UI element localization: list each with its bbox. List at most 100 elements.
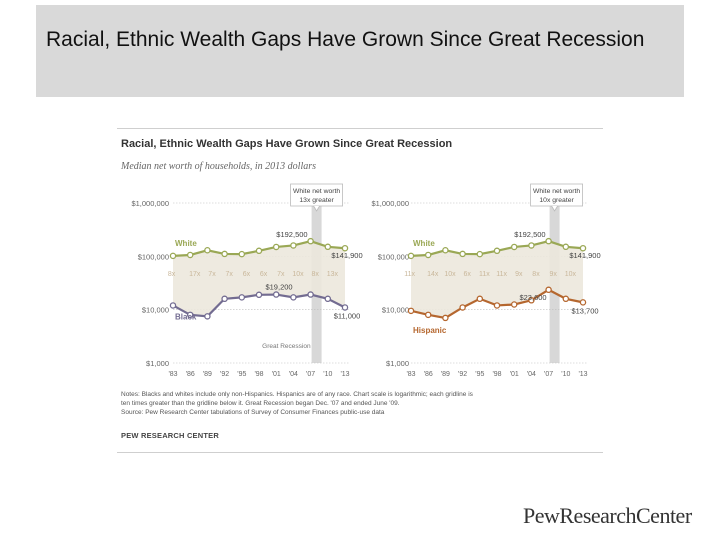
left-y-tick-label: $1,000,000 — [131, 199, 169, 208]
right-ratio-label: 9x — [549, 271, 557, 278]
right-ratio-label: 8x — [532, 271, 540, 278]
right-x-tick-label: '13 — [578, 371, 587, 378]
right-x-tick-label: '95 — [475, 371, 484, 378]
left-ratio-label: 8x — [311, 271, 319, 278]
right-x-tick-label: '98 — [492, 371, 501, 378]
left-data-point — [324, 243, 332, 251]
left-x-tick-label: '01 — [272, 371, 281, 378]
left-y-tick-label: $100,000 — [138, 252, 169, 261]
right-data-point — [562, 295, 570, 303]
note-line: Notes: Blacks and whites include only no… — [121, 391, 473, 398]
left-data-point — [290, 294, 297, 301]
figure-title: Racial, Ethnic Wealth Gaps Have Grown Si… — [121, 138, 453, 150]
left-data-point — [186, 311, 194, 319]
right-value-label: $23,600 — [519, 293, 546, 302]
right-data-point — [476, 250, 484, 258]
left-ratio-label: 13x — [327, 271, 339, 278]
left-data-point — [307, 237, 314, 245]
left-recession-annotation: Great Recession — [262, 343, 311, 350]
right-data-point — [493, 302, 501, 309]
right-y-tick-label: $1,000,000 — [371, 199, 409, 208]
right-x-tick-label: '01 — [510, 371, 519, 378]
right-callout-pointer — [551, 205, 558, 212]
right-ratio-label: 9x — [515, 271, 523, 278]
left-ratio-label: 17x — [189, 271, 201, 278]
note-line: Source: Pew Research Center tabulations … — [121, 409, 385, 416]
right-ratio-label: 11x — [404, 271, 415, 278]
left-data-point — [307, 291, 314, 298]
right-data-point — [545, 286, 552, 294]
right-x-tick-label: '89 — [441, 371, 450, 378]
source-organization: PEW RESEARCH CENTER — [121, 431, 219, 440]
right-data-point — [407, 307, 415, 315]
right-data-point — [579, 299, 587, 306]
left-value-label: $141,900 — [331, 251, 362, 260]
right-data-point — [493, 247, 501, 255]
left-ratio-label: 10x — [292, 271, 304, 278]
figure-top-rule — [117, 128, 603, 129]
right-data-point — [528, 297, 535, 304]
right-x-tick-label: '83 — [406, 371, 415, 378]
right-x-tick-label: '86 — [424, 371, 433, 378]
right-data-point — [545, 237, 552, 245]
right-value-label: $192,500 — [514, 230, 545, 239]
right-value-label: $13,700 — [571, 306, 598, 315]
left-x-tick-label: '04 — [289, 371, 298, 378]
left-data-point — [204, 313, 211, 320]
right-value-label: $141,900 — [569, 251, 600, 260]
left-data-point — [341, 304, 349, 311]
right-data-point — [510, 301, 518, 308]
left-ratio-label: 8x — [168, 271, 176, 278]
right-x-tick-label: '10 — [561, 371, 570, 378]
wealth-chart: $1,000,000 $100,000 $10,000 $1,000 8x 17x 7x 7x… — [131, 183, 601, 378]
pew-research-logo: PewResearchCenter — [523, 503, 692, 528]
slide-title: Racial, Ethnic Wealth Gaps Have Grown Si… — [46, 28, 645, 51]
right-ratio-label: 6x — [463, 271, 471, 278]
left-data-point — [238, 294, 246, 301]
left-callout-text: White net worth — [293, 188, 340, 195]
right-x-tick-label: '92 — [458, 371, 467, 378]
right-ratio-label: 11x — [496, 271, 507, 278]
right-data-point — [407, 252, 415, 260]
left-ratio-label: 6x — [243, 271, 251, 278]
left-x-tick-label: '89 — [203, 371, 212, 378]
right-callout-text: White net worth — [533, 188, 580, 195]
left-value-label: $192,500 — [276, 230, 307, 239]
left-data-point — [341, 244, 349, 252]
left-y-tick-label: $10,000 — [142, 306, 169, 315]
left-data-point — [290, 242, 297, 249]
right-callout-text: 10x greater — [539, 197, 574, 204]
left-ratio-label: 7x — [225, 271, 233, 278]
left-series-label: White — [175, 239, 197, 248]
left-data-point — [324, 295, 332, 303]
right-data-point — [579, 244, 587, 252]
right-data-point — [459, 304, 466, 311]
right-data-point — [424, 311, 432, 319]
left-gap-area — [173, 241, 345, 317]
left-data-point — [169, 252, 177, 260]
left-data-point — [204, 247, 211, 254]
right-gap-area — [411, 241, 583, 318]
left-data-point — [221, 295, 228, 303]
left-callout-text: 13x greater — [299, 197, 334, 204]
left-x-tick-label: '10 — [323, 371, 332, 378]
right-y-tick-label: $1,000 — [386, 359, 409, 368]
left-data-point — [169, 302, 177, 309]
left-value-label: $19,200 — [265, 283, 292, 292]
right-data-point — [510, 243, 518, 251]
right-ratio-label: 11x — [479, 271, 490, 278]
right-data-point — [562, 243, 570, 251]
right-ratio-label: 10x — [444, 271, 456, 278]
right-x-tick-label: '07 — [544, 371, 553, 378]
left-ratio-label: 7x — [208, 271, 216, 278]
figure-notes: Notes: Blacks and whites include only no… — [121, 390, 601, 417]
right-data-point — [459, 250, 466, 258]
figure-bottom-rule — [117, 452, 603, 453]
left-data-point — [221, 250, 228, 258]
right-series-label: Hispanic — [413, 326, 447, 335]
right-data-point — [424, 251, 432, 259]
left-series-label: Black — [175, 312, 197, 321]
left-x-tick-label: '95 — [237, 371, 246, 378]
right-y-tick-label: $10,000 — [382, 306, 409, 315]
left-x-tick-label: '83 — [168, 371, 177, 378]
